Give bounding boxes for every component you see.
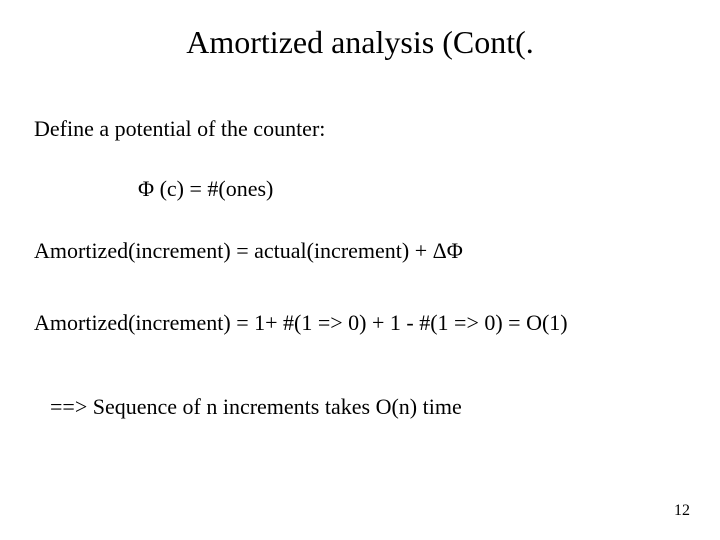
text-conclusion: ==> Sequence of n increments takes O(n) … xyxy=(50,394,462,420)
text-amortized-formula: Amortized(increment) = actual(increment)… xyxy=(34,238,463,264)
page-number: 12 xyxy=(674,502,690,520)
text-phi-definition: Φ (c) = #(ones) xyxy=(138,176,273,202)
slide: Amortized analysis (Cont(. Define a pote… xyxy=(0,0,720,540)
text-amortized-expanded: Amortized(increment) = 1+ #(1 => 0) + 1 … xyxy=(34,310,568,336)
slide-title: Amortized analysis (Cont(. xyxy=(0,24,720,61)
text-define-potential: Define a potential of the counter: xyxy=(34,116,325,142)
